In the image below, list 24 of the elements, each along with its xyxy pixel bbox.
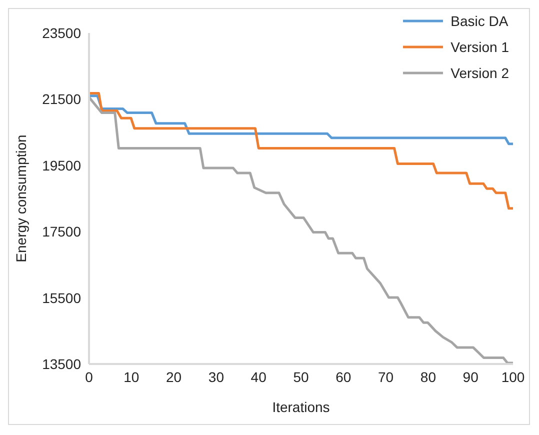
x-tick-label: 90: [462, 368, 479, 385]
x-axis-title: Iterations: [272, 399, 330, 415]
x-tick-label: 0: [85, 368, 94, 385]
y-axis-title: Energy consumption: [12, 134, 29, 262]
y-tick-label: 21500: [42, 91, 82, 108]
line-series: [89, 94, 513, 146]
y-tick-label: 17500: [42, 224, 82, 240]
y-tick-label: 23500: [42, 24, 82, 41]
x-tick-label: 40: [250, 368, 267, 385]
y-tick-label: 13500: [42, 356, 82, 372]
x-tick-label: 60: [336, 368, 352, 385]
x-tick-label: 20: [166, 368, 182, 385]
legend-label: Version 1: [450, 39, 509, 55]
legend-label: Version 2: [450, 65, 509, 81]
x-tick-label: 50: [293, 368, 309, 385]
x-tick-label: 10: [124, 368, 140, 385]
line-series: [89, 92, 513, 210]
x-tick-label: 100: [501, 368, 525, 385]
legend-label: Basic DA: [450, 13, 508, 29]
y-tick-label: 19500: [42, 157, 82, 174]
y-tick-label: 15500: [42, 290, 82, 306]
x-tick-label: 80: [420, 368, 436, 385]
x-tick-label: 30: [208, 368, 224, 385]
x-tick-label: 70: [378, 368, 394, 385]
